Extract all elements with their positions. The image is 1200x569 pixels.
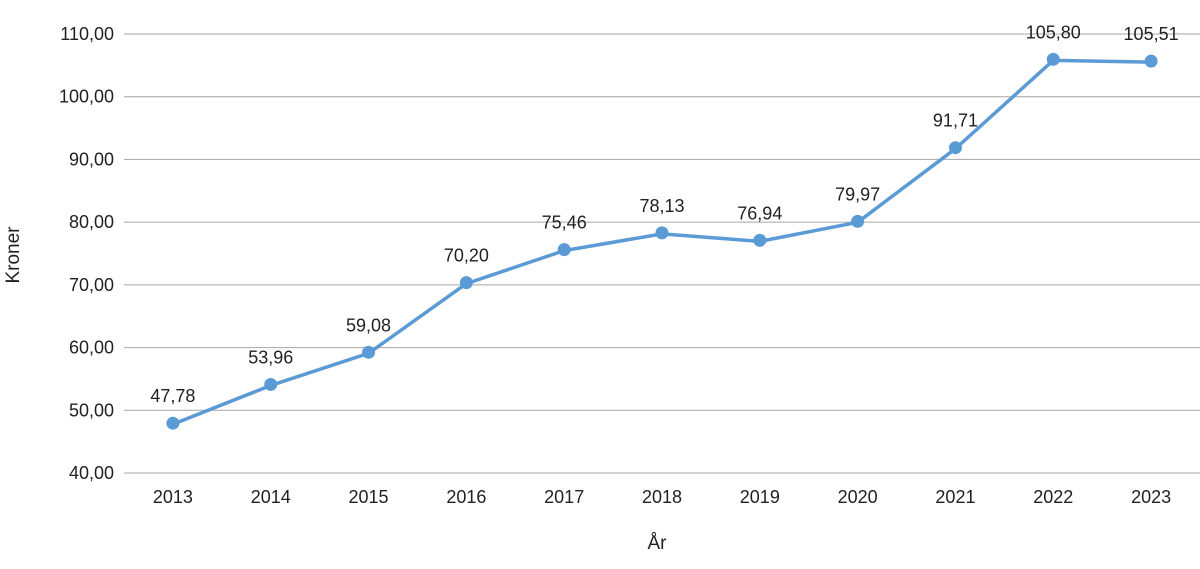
x-tick-label: 2019: [740, 487, 780, 507]
data-label: 78,13: [639, 196, 684, 216]
x-tick-label: 2018: [642, 487, 682, 507]
data-point: [655, 226, 669, 240]
x-tick-label: 2023: [1131, 487, 1171, 507]
data-point: [753, 233, 767, 247]
x-tick-label: 2014: [251, 487, 291, 507]
y-tick-label: 40,00: [69, 463, 114, 483]
data-label: 91,71: [933, 111, 978, 131]
data-label: 53,96: [248, 347, 293, 367]
y-axis-ticks: 40,00 50,00 60,00 70,00 80,00 90,00 100,00 110,…: [59, 24, 114, 483]
data-point: [362, 345, 376, 359]
data-label: 70,20: [444, 246, 489, 266]
series-layer: [166, 52, 1158, 430]
y-tick-label: 110,00: [60, 24, 114, 44]
y-tick-label: 100,00: [59, 87, 114, 107]
y-tick-label: 80,00: [69, 212, 114, 232]
series-line: [171, 58, 1153, 426]
x-axis-ticks: 2013 2014 2015 2016 2017 2018 2019 2020 2021 2022…: [153, 487, 1171, 507]
y-tick-label: 90,00: [69, 149, 114, 169]
x-tick-label: 2020: [838, 487, 878, 507]
x-tick-label: 2016: [446, 487, 486, 507]
x-tick-label: 2015: [349, 487, 389, 507]
data-point: [264, 377, 278, 391]
y-tick-label: 50,00: [69, 400, 114, 420]
data-label: 75,46: [542, 213, 587, 233]
x-tick-label: 2022: [1033, 487, 1073, 507]
data-point: [948, 141, 962, 155]
data-point: [851, 214, 865, 228]
x-tick-label: 2021: [935, 487, 975, 507]
x-axis-title: År: [648, 533, 668, 554]
data-label: 47,78: [150, 386, 195, 406]
data-label: 105,51: [1124, 24, 1179, 44]
data-point: [1144, 54, 1158, 68]
x-tick-label: 2013: [153, 487, 193, 507]
data-label: 79,97: [835, 184, 880, 204]
data-point: [459, 276, 473, 290]
data-label: 59,08: [346, 315, 391, 335]
gridlines: [124, 33, 1200, 474]
y-tick-label: 60,00: [69, 338, 114, 358]
y-axis-title: Kroner: [3, 226, 24, 284]
data-point: [557, 243, 571, 257]
y-tick-label: 70,00: [69, 275, 114, 295]
data-labels: 47,78 53,96 59,08 70,20 75,46 78,13 76,94 79,97…: [150, 22, 1178, 406]
data-point: [166, 416, 180, 430]
data-point: [1046, 52, 1060, 66]
x-tick-label: 2017: [544, 487, 584, 507]
data-label: 105,80: [1026, 22, 1081, 42]
data-label: 76,94: [737, 203, 782, 223]
